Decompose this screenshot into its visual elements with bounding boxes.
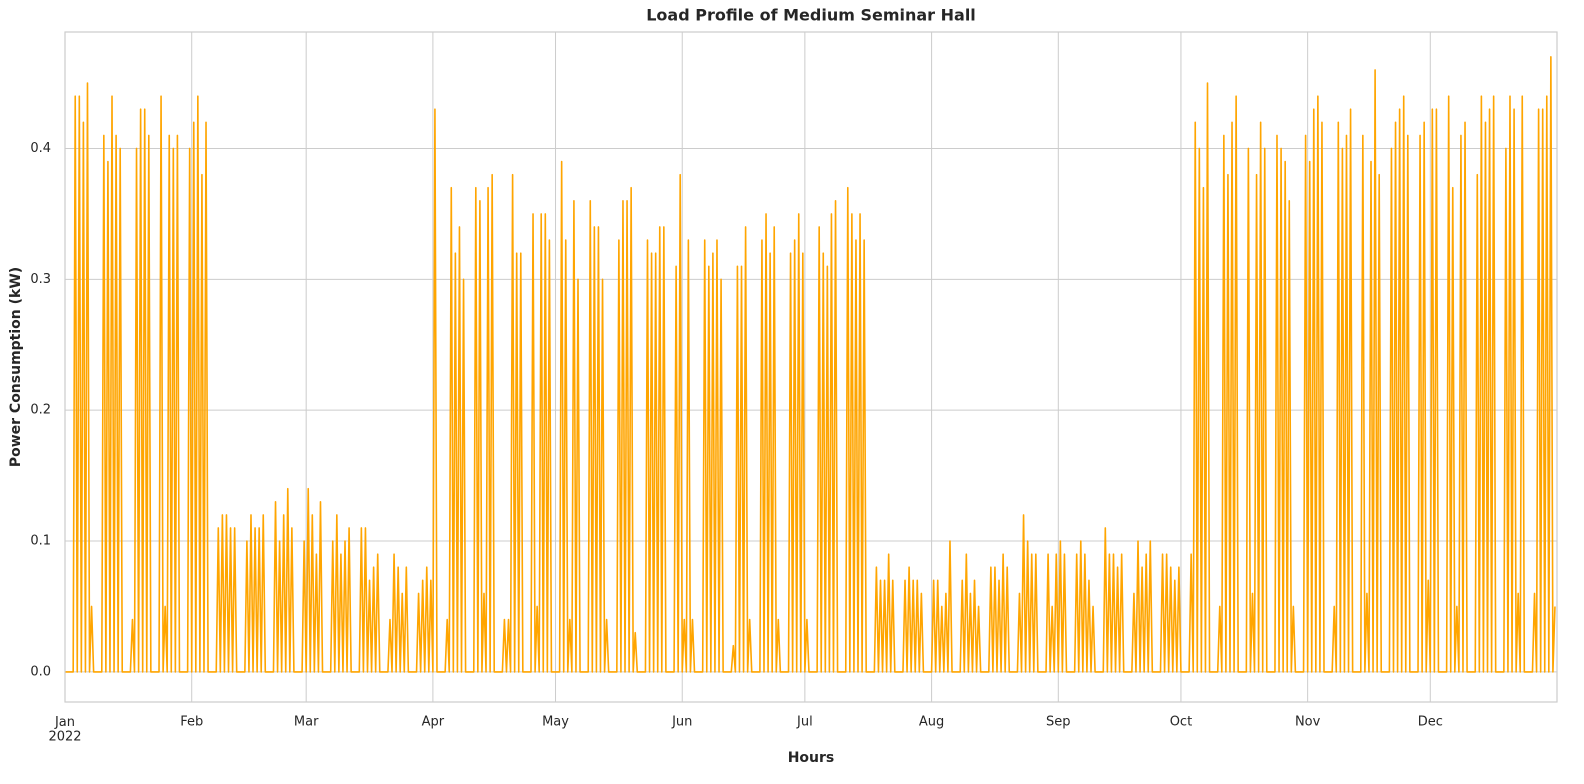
x-tick-label: Aug [919, 715, 944, 730]
x-tick-label: Oct [1170, 715, 1192, 730]
x-axis-label: Hours [788, 750, 835, 766]
x-tick-label: Nov [1295, 715, 1321, 730]
y-tick-label: 0.2 [30, 403, 51, 418]
y-axis-label: Power Consumption (kW) [8, 267, 24, 467]
load-line [65, 56, 1556, 673]
x-tick-label: Dec [1418, 715, 1443, 730]
x-tick-label: Mar [294, 715, 319, 730]
y-tick-label: 0.0 [30, 664, 51, 679]
y-tick-label: 0.1 [30, 534, 51, 549]
x-tick-label: Jun [671, 715, 692, 730]
marks [65, 56, 1556, 673]
x-tick-label: Jan 2022 [48, 715, 81, 744]
x-tick-label: Jul [796, 715, 813, 730]
y-tick-label: 0.3 [30, 272, 51, 287]
x-tick-label: Feb [180, 715, 203, 730]
plot-frame [64, 31, 1558, 703]
x-tick-label: Apr [422, 715, 445, 730]
chart-title: Load Profile of Medium Seminar Hall [646, 6, 976, 25]
x-tick-label: May [542, 715, 569, 730]
y-tick-label: 0.4 [30, 141, 51, 156]
x-tick-label: Sep [1046, 715, 1071, 730]
